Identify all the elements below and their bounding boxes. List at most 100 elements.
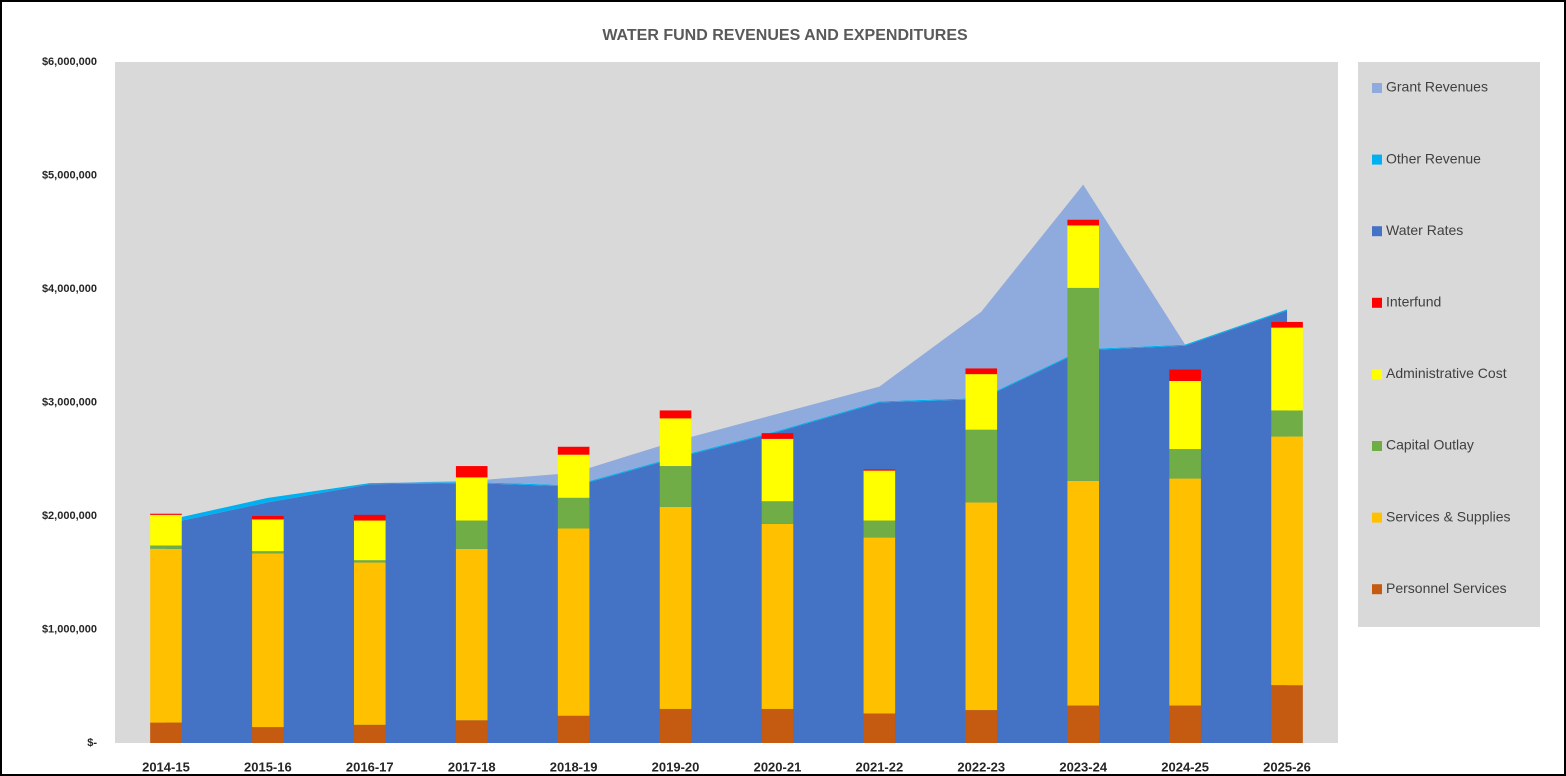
bar-segment [1067, 219, 1100, 226]
legend-label: Other Revenue [1386, 150, 1481, 166]
bar-segment [1067, 287, 1100, 481]
bar-segment [455, 466, 488, 478]
x-tick-label: 2024-25 [1161, 759, 1209, 774]
area [165, 310, 1288, 743]
bar-segment [965, 368, 998, 375]
bar-segment [761, 438, 794, 502]
bar-segment [659, 708, 692, 743]
bar-segment [353, 520, 386, 561]
bar-segment [863, 469, 896, 471]
bar-segment [1067, 480, 1100, 706]
x-tick-label: 2014-15 [142, 759, 190, 774]
legend-label: Services & Supplies [1386, 508, 1511, 524]
bar-segment [761, 433, 794, 439]
legend-swatch [1372, 441, 1382, 451]
y-tick-label: $5,000,000 [42, 169, 97, 181]
legend-label: Personnel Services [1386, 580, 1507, 596]
legend-label: Interfund [1386, 294, 1441, 310]
bar-segment [1169, 478, 1201, 706]
bar-segment [557, 715, 590, 743]
legend-swatch [1372, 83, 1382, 93]
y-tick-label: $6,000,000 [42, 56, 97, 68]
bar-segment [761, 708, 794, 743]
legend-swatch [1372, 512, 1382, 523]
bar-segment [1067, 705, 1100, 743]
bar-segment [455, 720, 488, 743]
legend-label: Grant Revenues [1386, 79, 1488, 95]
bar-segment [252, 553, 284, 728]
bar-segment [557, 497, 590, 529]
bar-segment [1169, 369, 1201, 381]
x-tick-label: 2018-19 [550, 759, 598, 774]
bar-segment [150, 513, 182, 515]
y-tick-label: $3,000,000 [42, 396, 97, 408]
legend-box [1358, 62, 1540, 627]
bar-segment [252, 516, 284, 520]
bar-segment [965, 710, 998, 743]
legend-swatch [1372, 369, 1382, 380]
bar-segment [863, 520, 896, 538]
bar-segment [1271, 321, 1303, 328]
bar-segment [455, 520, 488, 549]
bar-segment [353, 514, 386, 521]
x-tick-label: 2022-23 [957, 759, 1005, 774]
bar-segment [1271, 410, 1303, 437]
x-tick-label: 2017-18 [448, 759, 496, 774]
legend-label: Capital Outlay [1386, 437, 1474, 453]
chart-title: WATER FUND REVENUES AND EXPENDITURES [602, 27, 968, 44]
bar-segment [761, 501, 794, 524]
legend-swatch [1372, 226, 1382, 237]
bar-segment [1169, 449, 1201, 479]
bar-segment [863, 713, 896, 743]
legend-swatch [1372, 297, 1382, 308]
bar-segment [659, 418, 692, 467]
bar-segment [761, 523, 794, 709]
bar-segment [659, 506, 692, 709]
bar-segment [150, 545, 182, 549]
bar-segment [1067, 225, 1100, 288]
legend-label: Administrative Cost [1386, 365, 1507, 381]
bar-segment [965, 429, 998, 503]
bar-segment [1169, 705, 1201, 743]
bar-segment [557, 528, 590, 716]
legend-swatch [1372, 154, 1382, 165]
bar-segment [557, 454, 590, 498]
bar-segment [863, 470, 896, 521]
bar-segment [659, 466, 692, 507]
bar-segment [965, 374, 998, 430]
bar-segment [150, 548, 182, 723]
bar-segment [353, 560, 386, 563]
x-tick-label: 2020-21 [754, 759, 802, 774]
bar-segment [965, 502, 998, 711]
legend-swatch [1372, 584, 1382, 595]
bar-segment [659, 410, 692, 419]
x-tick-label: 2016-17 [346, 759, 394, 774]
bar-segment [863, 537, 896, 714]
x-tick-label: 2019-20 [652, 759, 700, 774]
bar-segment [353, 724, 386, 743]
y-tick-label: $- [87, 737, 97, 749]
x-tick-label: 2021-22 [856, 759, 904, 774]
x-tick-label: 2023-24 [1059, 759, 1107, 774]
bar-segment [557, 446, 590, 455]
bar-segment [1271, 436, 1303, 686]
bar-segment [455, 548, 488, 721]
x-tick-label: 2025-26 [1263, 759, 1311, 774]
bar-segment [252, 551, 284, 554]
bar-segment [150, 514, 182, 546]
bar-segment [1271, 685, 1303, 743]
legend-label: Water Rates [1386, 222, 1463, 238]
bar-segment [252, 727, 284, 743]
bar-segment [455, 477, 488, 521]
bar-segment [1271, 327, 1303, 411]
bar-segment [252, 519, 284, 552]
bar-segment [150, 722, 182, 743]
bar-segment [1169, 380, 1201, 450]
x-tick-label: 2015-16 [244, 759, 292, 774]
area [165, 184, 1288, 521]
bar-segment [353, 562, 386, 725]
y-tick-label: $4,000,000 [42, 283, 97, 295]
y-tick-label: $1,000,000 [42, 623, 97, 635]
y-tick-label: $2,000,000 [42, 510, 97, 522]
